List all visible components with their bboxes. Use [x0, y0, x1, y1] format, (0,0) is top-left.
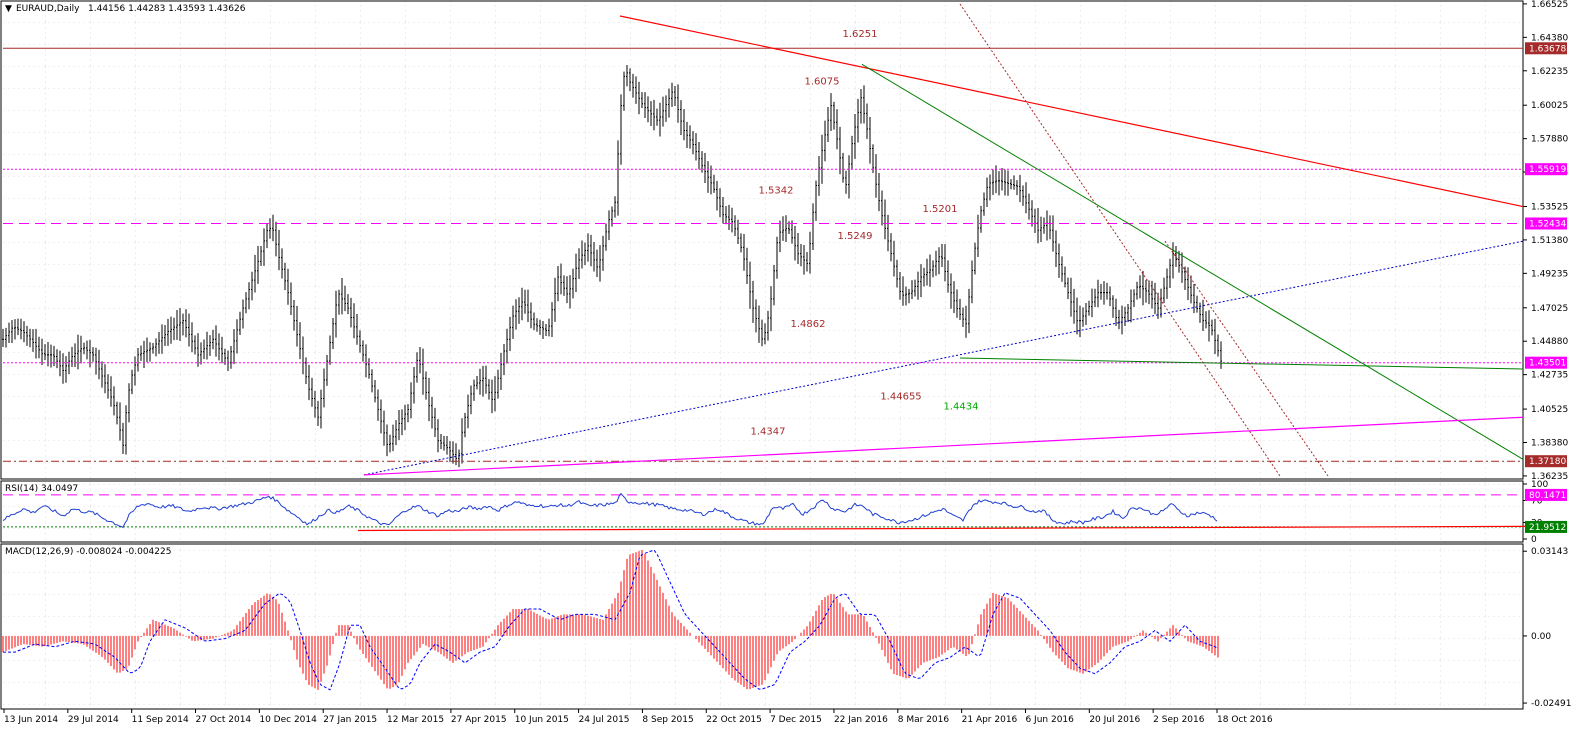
- price-level-tag-label: 1.43501: [1529, 359, 1566, 369]
- descending-green-trendline: [861, 63, 1524, 460]
- support-green-trendline: [959, 357, 1524, 370]
- x-tick-label: 13 Jun 2014: [4, 715, 58, 725]
- price-level-tag: [1525, 42, 1567, 55]
- x-tick-label: 7 Dec 2015: [770, 715, 822, 725]
- price-tick-label: 1.38380: [1531, 438, 1568, 448]
- price-annotation: 1.4862: [791, 319, 826, 330]
- axes: 1.665251.643801.622351.600251.578801.557…: [3, 0, 1571, 725]
- price-level-tag-label: 1.55919: [1529, 165, 1566, 175]
- price-plot: 1.6251 1.6075 1.5342 1.5201 1.5249 1.4862 1.44…: [2, 3, 1524, 477]
- ohlc-label: 1.44156 1.44283 1.43593 1.43626: [88, 4, 246, 14]
- price-level-tag-label: 1.63678: [1529, 44, 1566, 54]
- macd-tick-label: 0.03143: [1531, 547, 1568, 557]
- price-tick-label: 1.36235: [1531, 472, 1568, 482]
- rising-magenta-trendline: [363, 416, 1524, 476]
- rsi-panel-frame: [0, 480, 1524, 543]
- x-tick-label: 27 Jan 2015: [323, 715, 377, 725]
- rsi-level-tag-label: 21.9512: [1529, 523, 1566, 533]
- price-annotation: 1.6251: [843, 29, 878, 40]
- x-tick-label: 22 Jan 2016: [834, 715, 888, 725]
- price-tick-label: 1.60025: [1531, 101, 1568, 111]
- x-tick-label: 29 Jul 2014: [68, 715, 119, 725]
- price-annotation: 1.6075: [805, 77, 840, 88]
- price-level-tag: [1525, 163, 1567, 176]
- price-tick-label: 1.62235: [1531, 67, 1568, 77]
- macd-header-label: MACD(12,26,9) -0.008024 -0.004225: [5, 547, 171, 557]
- price-tick-label: 1.57880: [1531, 135, 1568, 145]
- price-tick-label: 1.51380: [1531, 236, 1568, 246]
- macd-signal-line: [3, 549, 1219, 691]
- rsi-tick-label: 70: [1531, 497, 1543, 507]
- price-header-arrow: ▼: [5, 4, 12, 14]
- rsi-tick-label: 100: [1531, 480, 1548, 490]
- x-tick-label: 24 Jul 2015: [579, 715, 630, 725]
- price-level-tag: [1525, 455, 1567, 468]
- price-tick-label: 1.40525: [1531, 405, 1568, 415]
- x-tick-label: 22 Oct 2015: [706, 715, 762, 725]
- price-level-tag: [1525, 217, 1567, 230]
- price-annotation: 1.4434: [944, 401, 979, 412]
- x-tick-label: 10 Jun 2015: [515, 715, 569, 725]
- macd-tick-label: -0.02491: [1531, 699, 1571, 709]
- price-tick-label: 1.64380: [1531, 33, 1568, 43]
- price-annotation: 1.44655: [880, 391, 921, 402]
- price-tick-label: 1.44880: [1531, 337, 1568, 347]
- price-tick-label: 1.49235: [1531, 269, 1568, 279]
- macd-tick-label: 0.00: [1531, 632, 1551, 642]
- price-level-tag-label: 1.37180: [1529, 457, 1566, 467]
- price-tick-label: 1.66525: [1531, 0, 1568, 10]
- price-tick-label: 1.53525: [1531, 202, 1568, 212]
- rsi-plot: [2, 492, 1529, 532]
- price-level-tag: [1525, 356, 1567, 369]
- x-tick-label: 6 Jun 2016: [1025, 715, 1074, 725]
- x-tick-label: 8 Sep 2015: [642, 715, 693, 725]
- price-annotation: 1.5342: [759, 186, 794, 197]
- rsi-header-label: RSI(14) 34.0497: [5, 484, 78, 494]
- x-tick-label: 18 Oct 2016: [1217, 715, 1273, 725]
- x-tick-label: 8 Mar 2016: [898, 715, 950, 725]
- resistance-trendline: [619, 15, 1524, 208]
- steep-dotted-channel-1: [959, 3, 1281, 477]
- x-tick-label: 11 Sep 2014: [132, 715, 189, 725]
- rsi-level-tag-label: 80.1471: [1529, 491, 1566, 501]
- rsi-level-tag: [1525, 488, 1567, 501]
- x-tick-label: 20 Jul 2016: [1089, 715, 1140, 725]
- x-tick-label: 2 Sep 2016: [1153, 715, 1205, 725]
- price-tick-label: 1.42735: [1531, 371, 1568, 381]
- rising-dotted-trendline: [363, 240, 1524, 476]
- x-tick-label: 10 Dec 2014: [259, 715, 317, 725]
- x-tick-label: 12 Mar 2015: [387, 715, 444, 725]
- rsi-tick-label: 0: [1531, 535, 1537, 545]
- macd-plot: [2, 549, 1219, 691]
- x-tick-label: 27 Oct 2014: [196, 715, 252, 725]
- price-level-tag-label: 1.52434: [1529, 219, 1566, 229]
- price-annotation: 1.5249: [838, 231, 873, 242]
- rsi-line: [2, 492, 1218, 528]
- price-panel-frame: [0, 0, 1524, 480]
- x-tick-label: 21 Apr 2016: [962, 715, 1018, 725]
- price-annotation: 1.4347: [751, 426, 786, 437]
- x-tick-label: 27 Apr 2015: [451, 715, 507, 725]
- rsi-support-line: [357, 525, 1529, 532]
- symbol-label: EURAUD,Daily: [16, 4, 80, 14]
- price-annotation: 1.5201: [923, 204, 958, 215]
- rsi-level-tag: [1525, 520, 1567, 533]
- price-tick-label: 1.47025: [1531, 304, 1568, 314]
